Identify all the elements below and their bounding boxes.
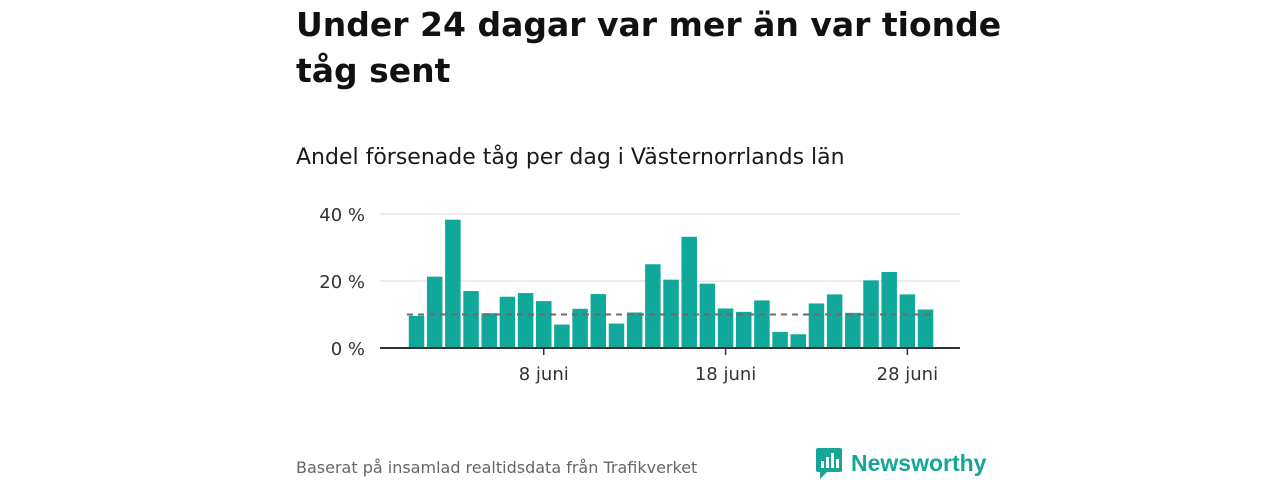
y-tick-label: 40 % bbox=[319, 205, 365, 226]
x-tick-label: 8 juni bbox=[519, 364, 569, 385]
bar-day-28 bbox=[899, 294, 916, 348]
bar-day-3 bbox=[445, 219, 461, 348]
y-axis-ticks: 0 % 20 % 40 % bbox=[319, 205, 365, 360]
bar-day-22 bbox=[790, 334, 807, 348]
bar-day-25 bbox=[845, 312, 861, 348]
bars bbox=[408, 219, 934, 348]
bar-day-19 bbox=[735, 311, 752, 348]
bar-day-17 bbox=[699, 283, 716, 348]
y-tick-label: 0 % bbox=[331, 339, 365, 360]
chart-headline: Under 24 dagar var mer än var tionde tåg… bbox=[296, 5, 1002, 90]
bar-day-20 bbox=[754, 300, 770, 348]
bar-day-29 bbox=[917, 309, 934, 348]
bar-day-13 bbox=[626, 312, 643, 348]
bar-day-1 bbox=[408, 315, 425, 348]
bar-day-16 bbox=[681, 236, 697, 348]
bar-day-23 bbox=[808, 303, 825, 348]
x-axis-ticks: 8 juni 18 juni 28 juni bbox=[519, 348, 938, 385]
chart-subtitle: Andel försenade tåg per dag i Västernorr… bbox=[296, 145, 845, 170]
x-tick-label: 18 juni bbox=[695, 364, 756, 385]
source-note: Baserat på insamlad realtidsdata från Tr… bbox=[296, 458, 698, 477]
brand-name: Newsworthy bbox=[851, 449, 987, 476]
bar-day-7 bbox=[517, 293, 534, 348]
bar-day-5 bbox=[481, 313, 497, 348]
bar-day-9 bbox=[554, 324, 570, 348]
newsworthy-logo-icon bbox=[816, 448, 842, 479]
bar-day-21 bbox=[772, 331, 788, 348]
newsworthy-logo: Newsworthy bbox=[815, 446, 986, 480]
bar-day-8 bbox=[536, 301, 552, 348]
bar-day-24 bbox=[826, 294, 843, 348]
bar-day-18 bbox=[717, 308, 734, 348]
x-tick-label: 28 juni bbox=[877, 364, 938, 385]
bar-day-2 bbox=[426, 276, 443, 348]
bar-day-10 bbox=[572, 308, 588, 348]
bar-day-4 bbox=[463, 291, 479, 348]
bar-day-14 bbox=[645, 264, 661, 348]
bar-day-12 bbox=[608, 323, 625, 348]
bar-day-6 bbox=[499, 296, 516, 348]
bar-day-27 bbox=[881, 271, 897, 348]
gridlines bbox=[380, 213, 960, 282]
bar-day-11 bbox=[590, 294, 607, 348]
y-tick-label: 20 % bbox=[319, 272, 365, 293]
